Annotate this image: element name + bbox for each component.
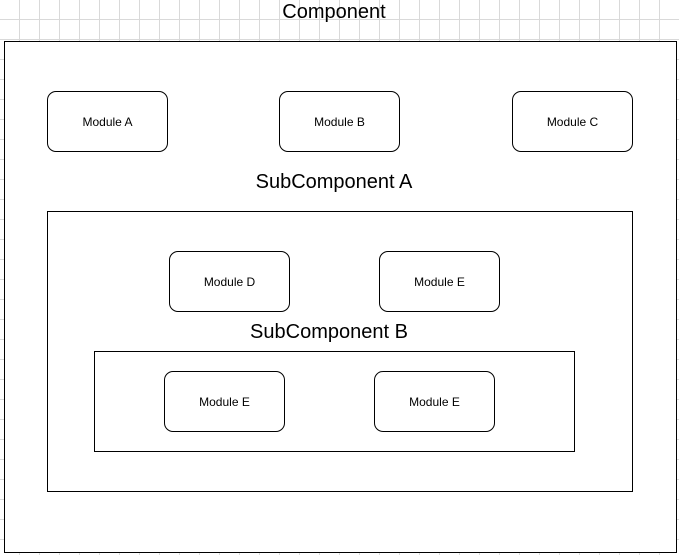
subcomponent-b-title[interactable]: SubComponent B bbox=[250, 321, 408, 343]
module-e-box[interactable]: Module E bbox=[379, 251, 500, 312]
module-d-label: Module D bbox=[203, 274, 256, 289]
module-e-label-right: Module E bbox=[409, 394, 460, 409]
module-a-box[interactable]: Module A bbox=[47, 91, 168, 152]
subcomponent-a-title[interactable]: SubComponent A bbox=[255, 171, 413, 193]
module-a-label: Module A bbox=[82, 114, 133, 129]
module-c-label: Module C bbox=[546, 114, 599, 129]
module-b-label: Module B bbox=[314, 114, 365, 129]
module-e-label-left: Module E bbox=[199, 394, 250, 409]
module-e-box-right[interactable]: Module E bbox=[374, 371, 495, 432]
module-e-label: Module E bbox=[414, 274, 465, 289]
module-e-box-left[interactable]: Module E bbox=[164, 371, 285, 432]
component-title[interactable]: Component bbox=[282, 1, 386, 23]
module-b-box[interactable]: Module B bbox=[279, 91, 400, 152]
module-d-box[interactable]: Module D bbox=[169, 251, 290, 312]
module-c-box[interactable]: Module C bbox=[512, 91, 633, 152]
